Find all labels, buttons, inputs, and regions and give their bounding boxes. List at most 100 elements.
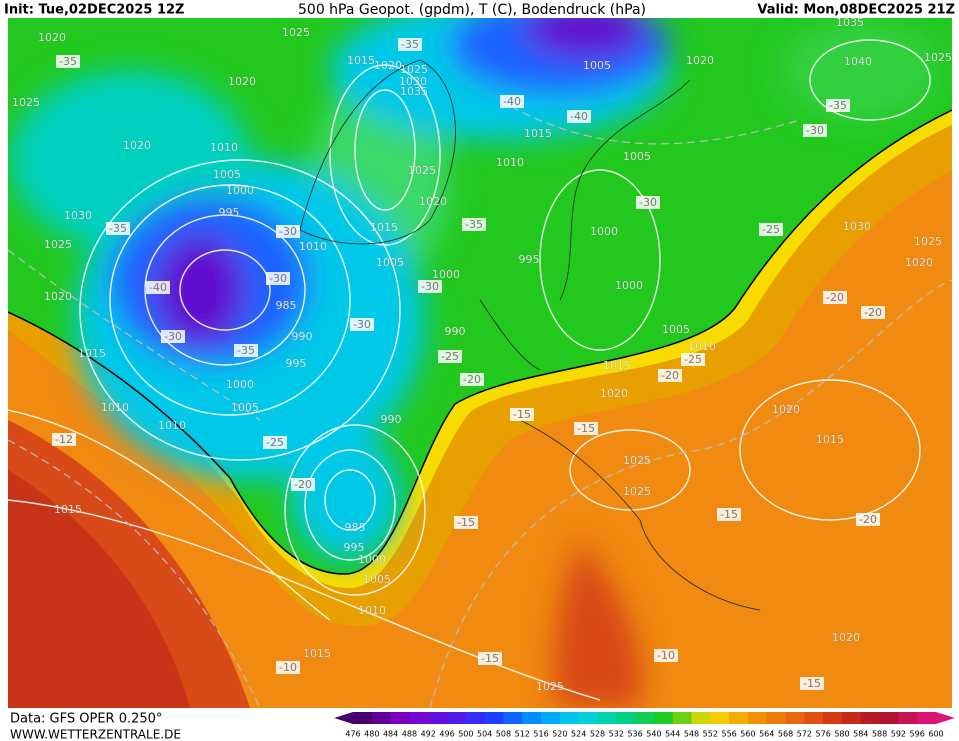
website: WWW.WETTERZENTRALE.DE [10, 728, 181, 741]
temperature-label-box [418, 280, 442, 293]
temperature-label-box [398, 38, 422, 51]
colorbar-tick-label: 592 [891, 730, 906, 739]
isobar-label: 1005 [213, 168, 241, 181]
temperature-label: -25 [266, 436, 284, 449]
isobar-label: 1000 [226, 184, 254, 197]
temperature-label: -40 [149, 281, 167, 294]
colorbar-swatch [879, 712, 899, 724]
temperature-label-box [861, 306, 885, 319]
colorbar-swatch [597, 712, 617, 724]
isobar-label: 1005 [583, 59, 611, 72]
colorbar-swatch [653, 712, 674, 724]
isobar-label: 990 [381, 413, 402, 426]
colorbar-swatch [428, 712, 448, 724]
isobar-label: 1000 [615, 279, 643, 292]
isobar-label: 1020 [600, 387, 628, 400]
colorbar-swatch [522, 712, 542, 724]
isobar-label: 1035 [400, 85, 428, 98]
map-title: 500 hPa Geopot. (gpdm), T (C), Bodendruc… [298, 2, 646, 18]
isobar-label: 1010 [101, 401, 129, 414]
colorbar-swatch [766, 712, 787, 724]
colorbar-swatch [804, 712, 824, 724]
temperature-label: -15 [720, 508, 738, 521]
colorbar-end [936, 712, 955, 724]
temperature-label: -30 [269, 272, 287, 285]
temperature-label: -40 [503, 95, 521, 108]
temperature-label-box [823, 291, 847, 304]
colorbar-swatch [353, 712, 373, 724]
colorbar-tick-label: 512 [515, 730, 530, 739]
colorbar-swatch [484, 712, 504, 724]
colorbar-end [334, 712, 353, 724]
isobar-label: 1010 [496, 156, 524, 169]
isobar-label: 1030 [399, 75, 427, 88]
temperature-label-box [263, 436, 287, 449]
colorbar-tick-label: 540 [646, 730, 661, 739]
temperature-label: -25 [762, 223, 780, 236]
isobar-label: 1020 [374, 59, 402, 72]
temperature-label: -10 [279, 661, 297, 674]
isobar-label: 1025 [536, 680, 564, 693]
temperature-label-box [462, 218, 486, 231]
temperature-label: -15 [457, 516, 475, 529]
temperature-label-box [291, 478, 315, 491]
isobar-label: 1015 [78, 347, 106, 360]
colorbar-tick-label: 568 [778, 730, 793, 739]
temperature-label-box [826, 99, 850, 112]
temperature-label-box [56, 55, 80, 68]
colorbar-tick-label: 488 [402, 730, 417, 739]
colorbar-swatch [390, 712, 410, 724]
colorbar-swatch [465, 712, 486, 724]
isobar-label: 990 [292, 330, 313, 343]
colorbar-swatch [371, 712, 392, 724]
isobar-label: 1020 [832, 631, 860, 644]
colorbar-swatch [616, 712, 636, 724]
colorbar-swatch [841, 712, 862, 724]
temperature-label-box [654, 649, 678, 662]
colorbar-tick-label: 580 [834, 730, 849, 739]
temperature-label: -35 [829, 99, 847, 112]
temperature-label-box [478, 652, 502, 665]
colorbar-swatch [917, 712, 937, 724]
isobar-label: 1010 [210, 141, 238, 154]
isobar-label: 985 [345, 521, 366, 534]
colorbar-tick-label: 564 [759, 730, 774, 739]
isobar-label: 1020 [772, 403, 800, 416]
temperature-label: -20 [463, 373, 481, 386]
colorbar-swatch [710, 712, 730, 724]
isobar-label: 1015 [303, 647, 331, 660]
temperature-label-box [681, 353, 705, 366]
isobar-label: 995 [519, 253, 540, 266]
temperature-label-box [800, 677, 824, 690]
colorbar-tick-label: 476 [345, 730, 360, 739]
temperature-label: -25 [684, 353, 702, 366]
colorbar-tick-label: 504 [477, 730, 492, 739]
temperature-label-box [460, 373, 484, 386]
isobar-label: 1030 [64, 209, 92, 222]
temperature-label-box [510, 408, 534, 421]
temperature-label: -20 [864, 306, 882, 319]
temperature-label: -25 [441, 350, 459, 363]
temperature-label-box [500, 95, 524, 108]
colorbar-tick-label: 524 [571, 730, 586, 739]
colorbar-tick-label: 484 [383, 730, 398, 739]
temperature-label: -20 [859, 513, 877, 526]
isobar-label: 1020 [686, 54, 714, 67]
isobar-label: 1015 [347, 54, 375, 67]
temperature-label-box [106, 222, 130, 235]
isobar-label: 1005 [363, 573, 391, 586]
colorbar-tick-label: 520 [552, 730, 567, 739]
isobar-label: 1005 [376, 256, 404, 269]
isobar-label: 1000 [432, 268, 460, 281]
isobar-label: 1015 [603, 359, 631, 372]
isobar-label: 1005 [662, 323, 690, 336]
colorbar-tick-label: 556 [721, 730, 736, 739]
isobar-label: 1020 [228, 75, 256, 88]
isobar-label: 1010 [158, 419, 186, 432]
isobar-label: 1025 [44, 238, 72, 251]
temperature-label: -35 [465, 218, 483, 231]
isobar-label: 990 [445, 325, 466, 338]
isobar-label: 1020 [419, 195, 447, 208]
